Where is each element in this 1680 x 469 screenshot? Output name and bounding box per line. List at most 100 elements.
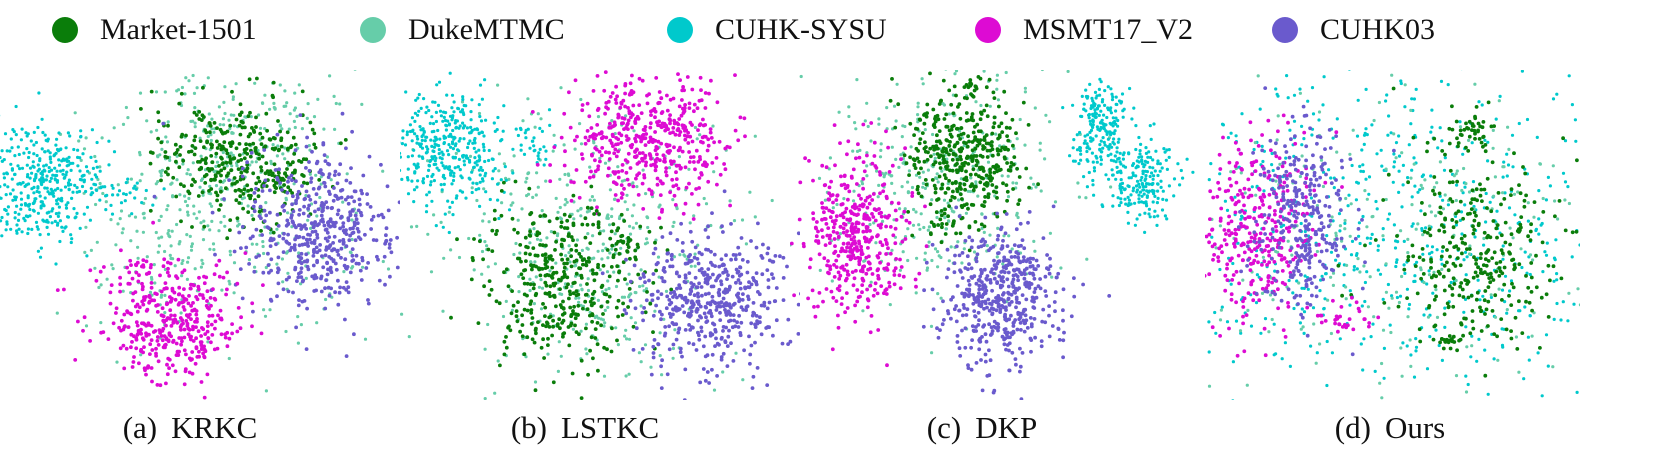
lstkc-point bbox=[692, 102, 697, 107]
krkc-point bbox=[352, 199, 357, 204]
lstkc-point bbox=[736, 278, 741, 282]
lstkc-point bbox=[605, 347, 609, 352]
krkc-point bbox=[326, 175, 331, 180]
krkc-point bbox=[209, 177, 214, 182]
krkc-point bbox=[314, 161, 319, 166]
lstkc-point bbox=[709, 78, 713, 83]
lstkc-point bbox=[620, 192, 625, 197]
lstkc-point bbox=[678, 166, 683, 171]
legend-marker-duke bbox=[360, 17, 386, 43]
krkc-point bbox=[318, 243, 322, 247]
lstkc-point bbox=[494, 232, 498, 237]
krkc-point bbox=[132, 186, 136, 190]
lstkc-point bbox=[664, 173, 669, 178]
krkc-point bbox=[127, 214, 131, 218]
krkc-point bbox=[84, 165, 89, 169]
dkp-point bbox=[939, 213, 944, 218]
lstkc-point bbox=[758, 315, 762, 320]
lstkc-point bbox=[742, 348, 746, 353]
lstkc-point bbox=[734, 253, 738, 257]
dkp-point bbox=[925, 102, 930, 107]
krkc-point bbox=[225, 287, 229, 292]
lstkc-point bbox=[484, 190, 488, 194]
legend-label-duke: DukeMTMC bbox=[408, 13, 565, 46]
lstkc-point bbox=[440, 188, 444, 192]
lstkc-point bbox=[624, 170, 629, 175]
krkc-point bbox=[239, 246, 243, 251]
lstkc-point bbox=[497, 169, 501, 173]
krkc-point bbox=[240, 166, 245, 171]
krkc-point bbox=[156, 250, 160, 254]
lstkc-point bbox=[678, 253, 682, 257]
krkc-point bbox=[251, 204, 256, 209]
krkc-point bbox=[211, 287, 215, 292]
krkc-point bbox=[238, 177, 243, 182]
krkc-point bbox=[308, 197, 313, 202]
lstkc-point bbox=[602, 324, 606, 328]
lstkc-point bbox=[544, 157, 548, 161]
dkp-point bbox=[988, 104, 992, 108]
krkc-point bbox=[285, 101, 289, 105]
krkc-point bbox=[173, 264, 177, 268]
krkc-point bbox=[341, 285, 346, 290]
lstkc-point bbox=[468, 139, 472, 143]
krkc-point bbox=[210, 210, 215, 215]
krkc-point bbox=[126, 325, 131, 329]
lstkc-point bbox=[421, 177, 426, 181]
krkc-point bbox=[130, 212, 134, 216]
legend-item-cuhksysu: CUHK-SYSU bbox=[667, 8, 887, 52]
dkp-point bbox=[978, 180, 983, 185]
krkc-point bbox=[206, 336, 211, 341]
krkc-point bbox=[38, 255, 43, 259]
krkc-point bbox=[307, 144, 311, 148]
krkc-point bbox=[99, 330, 103, 335]
lstkc-point bbox=[738, 115, 743, 120]
dkp-point bbox=[988, 233, 992, 237]
lstkc-point bbox=[676, 186, 681, 191]
krkc-point bbox=[108, 301, 113, 306]
dkp-point bbox=[910, 233, 915, 238]
lstkc-point bbox=[682, 253, 686, 257]
krkc-point bbox=[164, 381, 168, 386]
krkc-point bbox=[164, 323, 168, 328]
krkc-point bbox=[308, 233, 312, 237]
dkp-point bbox=[877, 117, 881, 121]
dkp-point bbox=[1002, 89, 1007, 94]
lstkc-point bbox=[567, 244, 571, 248]
krkc-point bbox=[99, 321, 103, 325]
krkc-point bbox=[201, 351, 206, 356]
krkc-point bbox=[41, 218, 45, 222]
lstkc-point bbox=[693, 167, 697, 172]
lstkc-point bbox=[575, 312, 580, 317]
krkc-point bbox=[319, 213, 324, 218]
lstkc-point bbox=[738, 265, 743, 270]
lstkc-point bbox=[660, 358, 664, 363]
lstkc-point bbox=[529, 211, 534, 215]
lstkc-point bbox=[683, 128, 687, 133]
lstkc-point bbox=[541, 323, 545, 327]
lstkc-point bbox=[675, 270, 679, 275]
krkc-point bbox=[258, 138, 262, 142]
krkc-point bbox=[268, 308, 272, 312]
lstkc-point bbox=[741, 292, 745, 296]
lstkc-point bbox=[674, 163, 679, 168]
lstkc-point bbox=[730, 325, 735, 330]
lstkc-point bbox=[547, 256, 552, 261]
lstkc-point bbox=[690, 299, 694, 304]
krkc-point bbox=[250, 301, 255, 306]
lstkc-point bbox=[554, 239, 558, 244]
dkp-point bbox=[903, 207, 907, 211]
lstkc-point bbox=[478, 155, 482, 159]
lstkc-point bbox=[432, 179, 436, 183]
lstkc-point bbox=[654, 303, 658, 308]
lstkc-point bbox=[659, 292, 664, 296]
krkc-point bbox=[196, 160, 200, 164]
krkc-point bbox=[9, 227, 13, 231]
dkp-point bbox=[896, 102, 901, 107]
krkc-point bbox=[340, 111, 345, 116]
dkp-point bbox=[950, 157, 955, 162]
dkp-point bbox=[929, 324, 934, 328]
krkc-point bbox=[264, 161, 269, 165]
lstkc-point bbox=[651, 344, 656, 349]
lstkc-point bbox=[627, 272, 631, 276]
